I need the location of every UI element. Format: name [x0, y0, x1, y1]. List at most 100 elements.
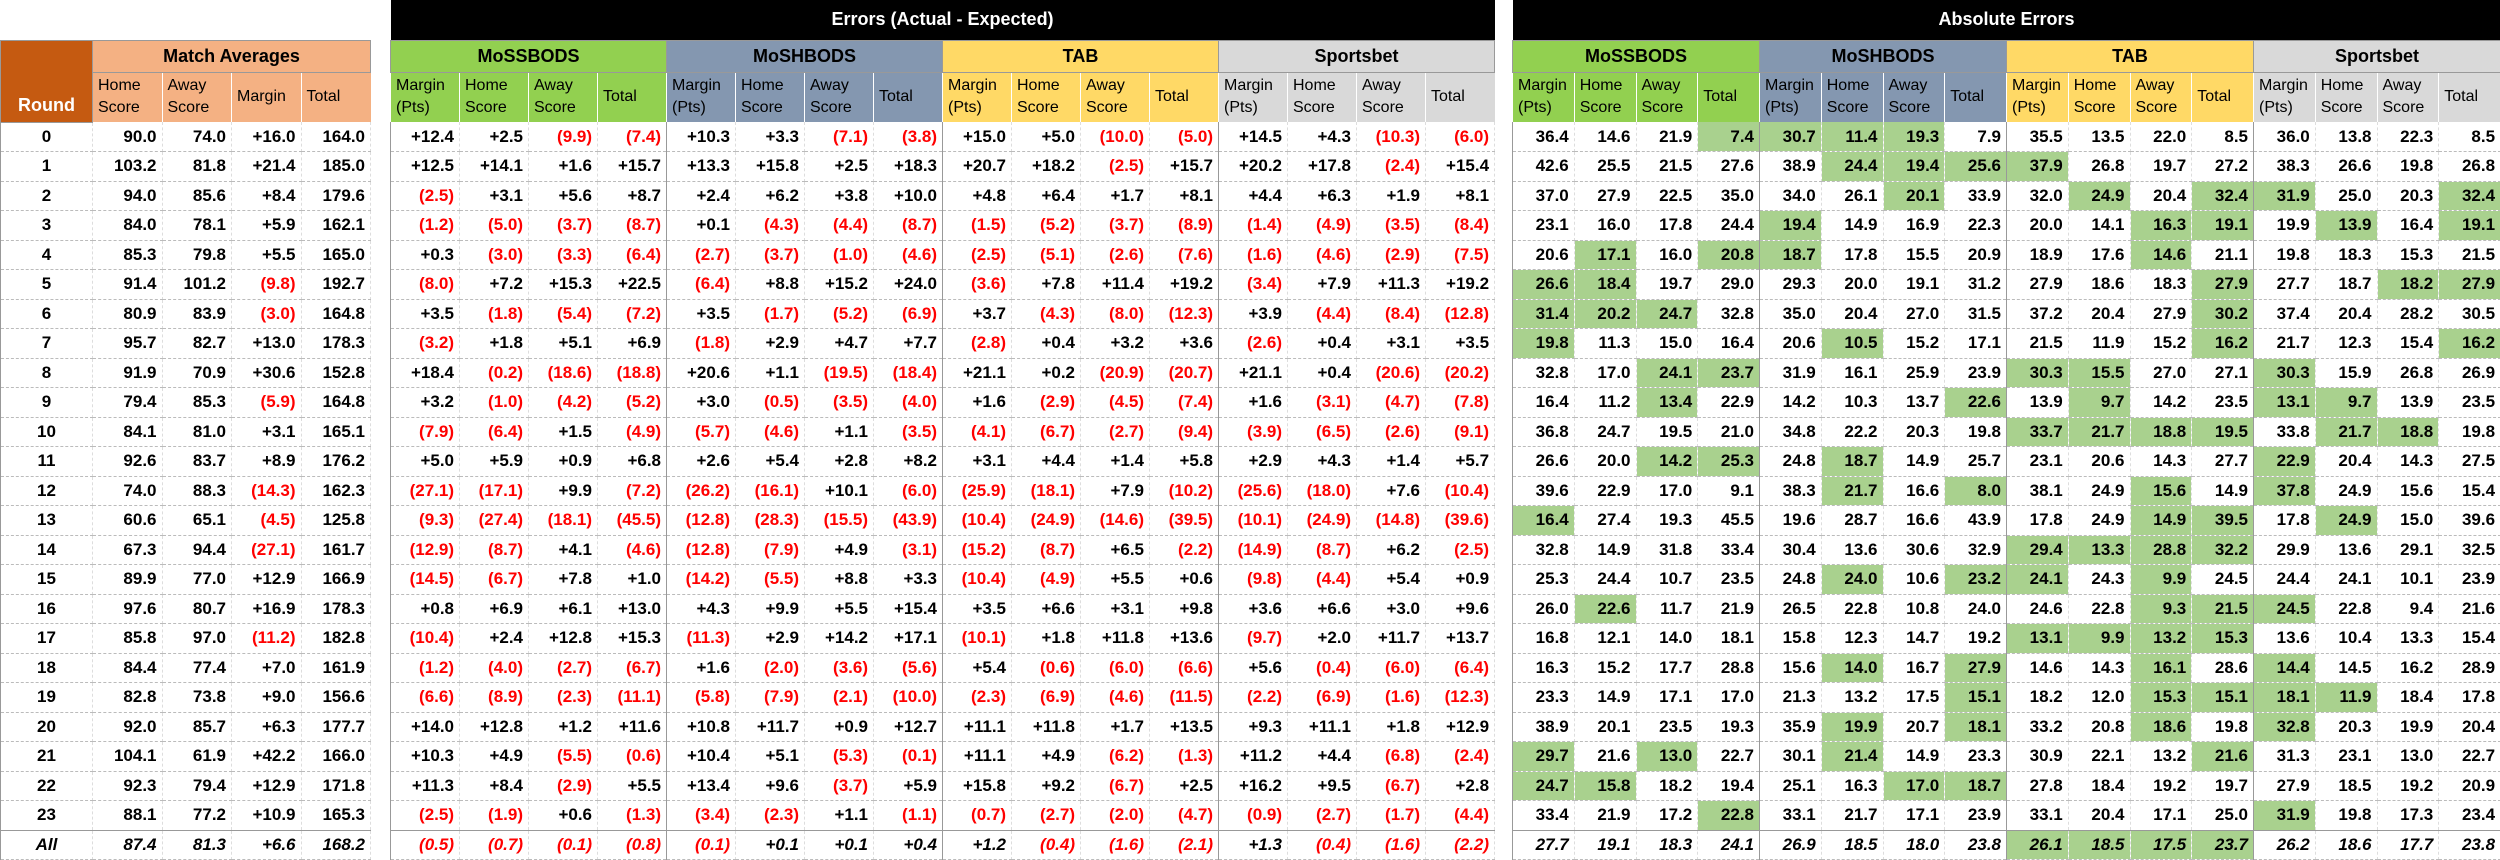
- cell: 22.8: [2068, 594, 2131, 624]
- cell: +4.4: [1011, 446, 1081, 477]
- cell: 11.9: [2315, 682, 2378, 713]
- cell: (3.4): [1218, 269, 1288, 300]
- cell: 30.5: [2438, 299, 2500, 329]
- cell: (3.1): [1287, 387, 1357, 418]
- cell: 19.3: [1697, 712, 1760, 742]
- cell: 18.4: [2068, 771, 2131, 801]
- cell: +11.7: [1356, 623, 1426, 654]
- cell: 19.1: [1574, 829, 1637, 860]
- cell: (1.3): [597, 800, 667, 831]
- cell: 21.3: [1759, 682, 1822, 713]
- cell: 14.2: [1636, 446, 1699, 477]
- cell: 27.9: [1944, 653, 2007, 683]
- cell: +9.9: [735, 594, 805, 624]
- cell: 16.8: [1512, 623, 1575, 654]
- cell: 38.9: [1512, 712, 1575, 742]
- cell: 14.2: [1759, 387, 1822, 418]
- cell: 30.7: [1759, 122, 1822, 152]
- cell: 16.6: [1883, 505, 1946, 536]
- cell: 26.6: [1512, 446, 1575, 477]
- cell: 24.0: [1821, 564, 1884, 595]
- column-header: Away Score: [161, 72, 232, 122]
- cell: (4.6): [1080, 682, 1150, 713]
- column-header: Home Score: [735, 72, 805, 122]
- cell: (8.4): [1425, 210, 1496, 241]
- cell: 161.9: [301, 653, 371, 683]
- cell: +8.1: [1425, 181, 1496, 211]
- cell: (1.6): [1356, 682, 1426, 713]
- row: (12.9) (8.7) +4.1 (4.6) (12.8) (7.9) +4.9 (3.1)…: [390, 535, 1496, 565]
- cell: (14.3): [231, 476, 302, 506]
- cell: 92.3: [92, 771, 163, 801]
- cell: 185.0: [301, 151, 371, 182]
- cell: (3.0): [231, 299, 302, 329]
- cell: 13.1: [2253, 387, 2316, 418]
- cell: 23.4: [2438, 800, 2500, 831]
- round: 13: [0, 505, 93, 536]
- cell: 24.0: [1944, 594, 2007, 624]
- cell: +5.9: [231, 210, 302, 241]
- cell: +3.7: [942, 299, 1012, 329]
- cell: 156.6: [301, 682, 371, 713]
- cell: 23.3: [1512, 682, 1575, 713]
- cell: 17.8: [2006, 505, 2069, 536]
- cell: +5.5: [804, 594, 874, 624]
- cell: 18.3: [2130, 269, 2193, 300]
- cell: 14.9: [2130, 505, 2193, 536]
- column-header: Away Score: [1635, 72, 1698, 122]
- cell: 15.3: [2191, 623, 2254, 654]
- cell: 20.3: [2377, 181, 2440, 211]
- cell: 165.0: [301, 240, 371, 270]
- cell: +2.6: [666, 446, 736, 477]
- cell: 29.4: [2006, 535, 2069, 565]
- cell: 18.6: [2315, 829, 2378, 860]
- row: 8 91.9 70.9 +30.6 152.8: [0, 358, 371, 388]
- cell: 17.8: [2253, 505, 2316, 536]
- cell: 11.7: [1636, 594, 1699, 624]
- column-header: Away Score: [1080, 72, 1150, 122]
- cell: 24.7: [1574, 417, 1637, 447]
- cell: 165.1: [301, 417, 371, 447]
- cell: (4.9): [597, 417, 667, 447]
- cell: 90.0: [92, 122, 163, 152]
- cell: +19.2: [1425, 269, 1496, 300]
- cell: 10.1: [2377, 564, 2440, 595]
- cell: (2.9): [1356, 240, 1426, 270]
- row: 16.8 12.1 14.0 18.1 15.8 12.3 14.7 19.2 13.1 9.9 1…: [1512, 623, 2500, 654]
- cell: 168.2: [301, 829, 371, 860]
- cell: +9.8: [1149, 594, 1219, 624]
- cell: +5.1: [528, 328, 598, 359]
- cell: 24.5: [2191, 564, 2254, 595]
- cell: 25.3: [1512, 564, 1575, 595]
- cell: (6.5): [1287, 417, 1357, 447]
- cell: 176.2: [301, 446, 371, 477]
- cell: 15.2: [2130, 328, 2193, 359]
- cell: (2.5): [390, 800, 460, 831]
- cell: 23.5: [2438, 387, 2500, 418]
- title-row: [0, 0, 371, 40]
- sub-header-row: Margin (Pts) Home Score Away Score Total Mar…: [1512, 72, 2500, 122]
- cell: 192.7: [301, 269, 371, 300]
- cell: (11.1): [597, 682, 667, 713]
- cell: (1.6): [1218, 240, 1288, 270]
- cell: 18.6: [2130, 712, 2193, 742]
- cell: 15.4: [2438, 476, 2500, 506]
- cell: 34.8: [1759, 417, 1822, 447]
- cell: 21.7: [2068, 417, 2131, 447]
- cell: 9.9: [2068, 623, 2131, 654]
- cell: 19.1: [2191, 210, 2254, 241]
- cell: 16.4: [1512, 387, 1575, 418]
- cell: 33.1: [2006, 800, 2069, 831]
- cell: 14.5: [2315, 653, 2378, 683]
- cell: 32.8: [1512, 358, 1575, 388]
- row: 18 84.4 77.4 +7.0 161.9: [0, 653, 371, 683]
- round: 7: [0, 328, 93, 359]
- cell: (27.4): [459, 505, 529, 536]
- cell: (3.8): [873, 122, 943, 152]
- cell: +15.4: [1425, 151, 1496, 182]
- cell: +8.7: [597, 181, 667, 211]
- cell: (12.9): [390, 535, 460, 565]
- cell: +2.4: [459, 623, 529, 654]
- cell: 45.5: [1697, 505, 1760, 536]
- cell: 18.5: [2068, 829, 2131, 860]
